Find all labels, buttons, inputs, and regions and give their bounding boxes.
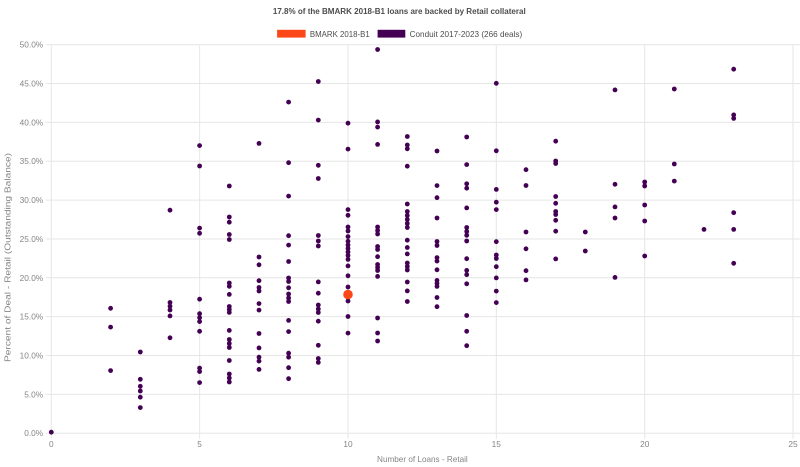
svg-text:5.0%: 5.0% (24, 389, 44, 399)
svg-text:15: 15 (492, 439, 502, 449)
svg-text:35.0%: 35.0% (20, 156, 44, 166)
svg-text:30.0%: 30.0% (20, 195, 44, 205)
svg-text:5: 5 (197, 439, 202, 449)
svg-text:20: 20 (640, 439, 650, 449)
svg-text:25: 25 (788, 439, 798, 449)
svg-text:25.0%: 25.0% (20, 234, 44, 244)
svg-text:20.0%: 20.0% (20, 273, 44, 283)
svg-text:Percent of Deal - Retail (Outs: Percent of Deal - Retail (Outstanding Ba… (3, 153, 13, 362)
svg-text:0.0%: 0.0% (24, 428, 44, 438)
svg-text:BMARK 2018-B1: BMARK 2018-B1 (310, 29, 370, 39)
svg-text:0: 0 (49, 439, 54, 449)
svg-text:17.8% of the BMARK 2018-B1 loa: 17.8% of the BMARK 2018-B1 loans are bac… (273, 6, 526, 16)
svg-text:40.0%: 40.0% (20, 117, 44, 127)
svg-text:45.0%: 45.0% (20, 79, 44, 89)
svg-text:15.0%: 15.0% (20, 312, 44, 322)
svg-text:10.0%: 10.0% (20, 351, 44, 361)
svg-text:10: 10 (343, 439, 353, 449)
svg-text:50.0%: 50.0% (20, 40, 44, 50)
svg-text:Conduit 2017-2023 (266 deals): Conduit 2017-2023 (266 deals) (410, 29, 523, 39)
svg-text:Number of Loans - Retail: Number of Loans - Retail (377, 454, 468, 464)
